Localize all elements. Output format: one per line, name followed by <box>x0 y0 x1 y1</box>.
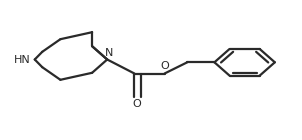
Text: N: N <box>104 48 113 58</box>
Text: HN: HN <box>14 54 30 65</box>
Text: O: O <box>160 61 169 71</box>
Text: O: O <box>133 99 141 109</box>
